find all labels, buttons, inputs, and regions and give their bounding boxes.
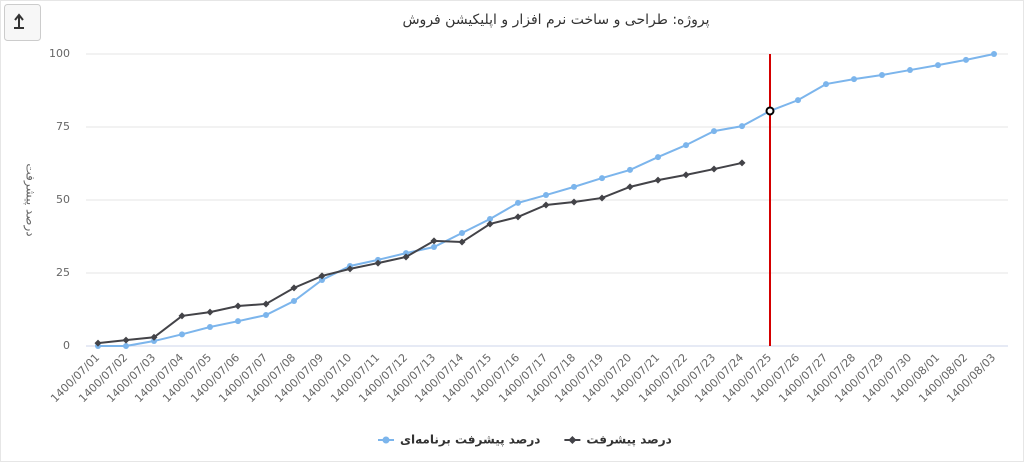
point xyxy=(262,300,270,308)
point xyxy=(515,199,521,206)
legend-marker xyxy=(568,436,577,444)
point xyxy=(626,183,634,191)
point xyxy=(318,272,326,280)
point xyxy=(150,333,158,341)
point xyxy=(402,253,410,261)
point xyxy=(514,213,522,221)
y-axis-label: درصد پیشرفت xyxy=(23,163,38,236)
point xyxy=(319,277,325,284)
point xyxy=(430,237,438,245)
point xyxy=(682,171,690,179)
point xyxy=(374,259,382,267)
point xyxy=(851,76,857,83)
point xyxy=(346,265,354,273)
point xyxy=(655,154,661,161)
point xyxy=(542,201,550,209)
point xyxy=(963,56,969,63)
point xyxy=(683,142,689,149)
point xyxy=(94,339,102,347)
point xyxy=(458,238,466,246)
point xyxy=(263,312,269,319)
point xyxy=(571,183,577,190)
point xyxy=(711,128,717,135)
point xyxy=(206,308,214,316)
point xyxy=(179,331,185,338)
point xyxy=(178,312,186,320)
y-tick-label: 75 xyxy=(56,120,70,133)
point xyxy=(598,194,606,202)
today-point xyxy=(765,106,775,116)
point xyxy=(627,166,633,173)
legend-marker xyxy=(382,436,390,444)
point xyxy=(234,302,242,310)
point xyxy=(431,244,437,251)
y-tick-label: 50 xyxy=(56,193,70,206)
legend-item: درصد پیشرفت xyxy=(564,433,672,447)
point xyxy=(710,165,718,173)
point xyxy=(123,343,129,349)
point xyxy=(486,220,494,228)
y-tick-label: 100 xyxy=(49,47,70,60)
button-icon xyxy=(14,13,24,29)
point xyxy=(935,62,941,69)
point xyxy=(235,318,241,325)
point xyxy=(907,67,913,74)
chart-title: پروژه: طراحی و ساخت نرم افزار و اپلیکیشن… xyxy=(402,12,709,28)
point xyxy=(599,175,605,182)
point xyxy=(879,72,885,79)
point xyxy=(151,338,157,345)
point xyxy=(459,229,465,236)
point xyxy=(795,97,801,104)
point xyxy=(207,324,213,331)
point xyxy=(823,81,829,88)
y-tick-label: 25 xyxy=(56,266,70,279)
point xyxy=(290,284,298,292)
export-button[interactable] xyxy=(4,4,41,41)
series-line xyxy=(97,161,743,345)
point xyxy=(654,176,662,184)
point xyxy=(570,198,578,206)
point xyxy=(291,298,297,305)
legend-label: درصد پیشرفت برنامه‌ای xyxy=(400,433,540,447)
point xyxy=(122,336,130,344)
legend-label: درصد پیشرفت xyxy=(586,433,671,447)
button-box[interactable] xyxy=(4,4,41,41)
point xyxy=(739,123,745,130)
point xyxy=(991,51,997,57)
point xyxy=(738,159,746,167)
y-tick-label: 0 xyxy=(63,339,70,352)
point xyxy=(543,192,549,199)
point xyxy=(487,215,493,222)
legend-item: درصد پیشرفت برنامه‌ای xyxy=(378,433,540,447)
point xyxy=(403,250,409,257)
